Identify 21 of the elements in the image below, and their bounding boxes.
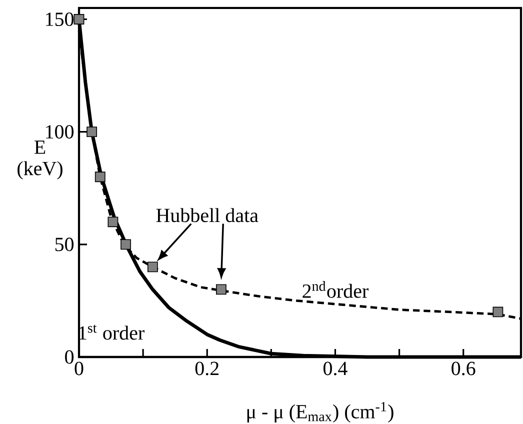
annotation: Hubbell data	[156, 208, 258, 222]
point	[120, 239, 131, 250]
y-axis-title: E (keV)	[18, 140, 62, 180]
annotation: 1$^{st}$ order	[79, 324, 144, 340]
y-tick-label: 50	[55, 238, 74, 252]
y-tick-label: 100	[46, 125, 74, 139]
point	[492, 306, 504, 318]
point	[74, 14, 84, 24]
point	[94, 172, 106, 182]
x-tick-label: 0.4	[323, 362, 348, 376]
point	[216, 284, 226, 295]
x-tick-label: 0	[74, 362, 84, 376]
x-axis-title: μ - μ (E$_{max}$) (cm$^{-1}$)	[247, 402, 394, 423]
y-tick-label: 150	[46, 12, 74, 26]
point	[147, 262, 158, 272]
point	[86, 126, 98, 138]
x-tick-label: 0.2	[195, 362, 219, 376]
x-tick-label: 0.6	[452, 362, 476, 376]
annotation: 2$^{nd}$order	[302, 281, 368, 298]
point	[108, 216, 118, 228]
y-tick-label: 0	[65, 350, 74, 364]
